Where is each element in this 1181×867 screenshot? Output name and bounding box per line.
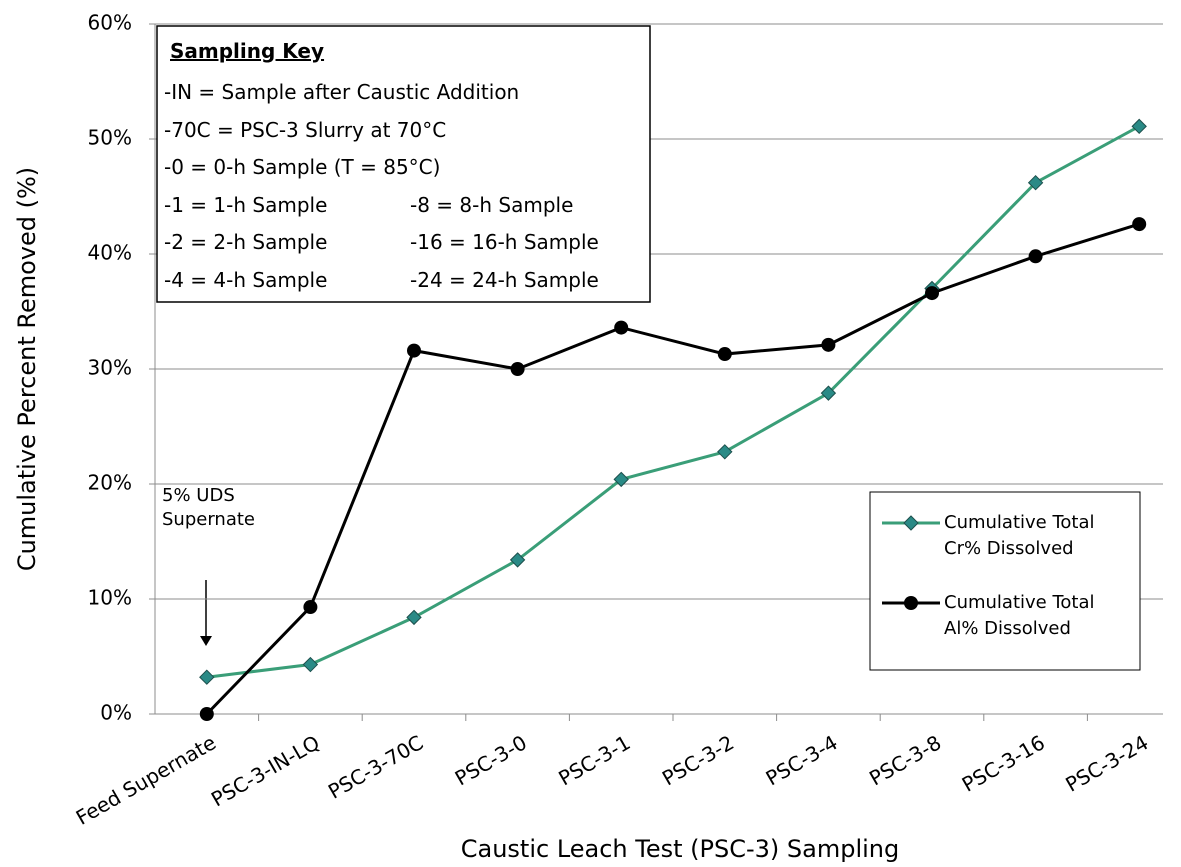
x-tick-label: PSC-3-2 [658, 730, 738, 790]
annotation: 5% UDS Supernate [162, 485, 255, 530]
key-entry: -8 = 8-h Sample [410, 192, 574, 217]
marker [925, 286, 939, 301]
y-tick-label: 20% [88, 471, 132, 495]
legend-label: Cumulative Total Cr% Dissolved [944, 512, 1095, 559]
x-tick-label: PSC-3-0 [451, 730, 531, 790]
marker [303, 600, 318, 615]
key-entry: -24 = 24-h Sample [410, 267, 599, 292]
marker [1131, 118, 1147, 135]
x-tick-label: PSC-3-1 [554, 730, 634, 790]
y-axis-title: Cumulative Percent Removed (%) [13, 167, 41, 571]
y-tick-label: 10% [88, 586, 132, 610]
key-box [156, 25, 651, 303]
x-tick-label: PSC-3-4 [762, 730, 842, 790]
marker [821, 337, 836, 352]
marker [613, 471, 629, 488]
y-tick-label: 0% [100, 701, 132, 725]
key-entry: -70C = PSC-3 Slurry at 70°C [164, 117, 447, 142]
series-line [206, 125, 1140, 679]
marker [820, 385, 837, 401]
y-tick-label: 40% [88, 241, 132, 265]
key-entry: -2 = 2-h Sample [164, 230, 328, 254]
marker [199, 669, 215, 685]
x-tick-label: PSC-3-8 [865, 730, 945, 790]
marker [1027, 174, 1044, 191]
marker [1028, 249, 1043, 264]
y-tick-label: 60% [88, 11, 132, 35]
marker [1132, 217, 1147, 232]
x-axis-title: Caustic Leach Test (PSC-3) Sampling [461, 835, 900, 863]
series-line [205, 222, 1140, 716]
key-title: Sampling Key [170, 39, 325, 63]
key-entry: -IN = Sample after Caustic Addition [164, 80, 520, 104]
marker [407, 343, 421, 358]
marker [302, 656, 319, 673]
x-tick-label: PSC-3-16 [958, 730, 1049, 796]
marker [509, 552, 526, 568]
x-tick-label: PSC-3-IN-LQ [207, 730, 324, 811]
y-tick-label: 50% [88, 126, 132, 150]
annotation-arrowhead [200, 636, 212, 646]
marker [717, 347, 732, 362]
legend-marker [903, 515, 919, 531]
marker [614, 320, 629, 335]
marker [717, 444, 733, 460]
x-tick-label: PSC-3-24 [1061, 730, 1152, 796]
marker [406, 609, 422, 626]
x-tick-label: PSC-3-70C [324, 730, 427, 803]
key-entry: -16 = 16-h Sample [410, 230, 599, 254]
x-tick-label: Feed Supernate [72, 730, 220, 829]
key-entry: -1 = 1-h Sample [164, 192, 328, 217]
y-tick-label: 30% [88, 356, 132, 380]
legend-marker [904, 596, 918, 610]
key-entry: -4 = 4-h Sample [164, 267, 328, 292]
marker [510, 362, 525, 376]
legend-label: Cumulative Total Al% Dissolved [944, 592, 1095, 639]
key-entry: -0 = 0-h Sample (T = 85°C) [164, 155, 441, 179]
marker [199, 707, 214, 721]
